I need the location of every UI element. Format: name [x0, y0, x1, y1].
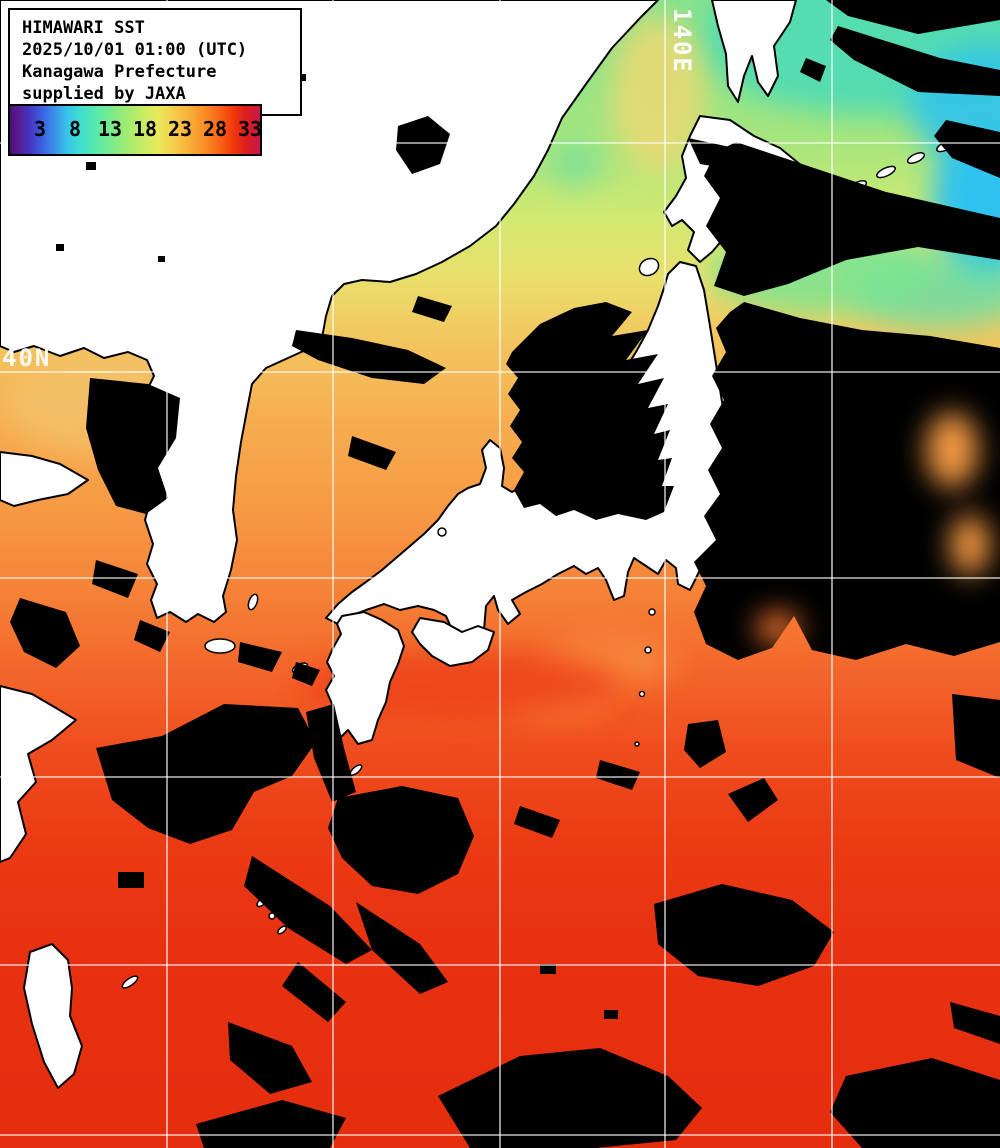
cloud-speck [604, 1010, 618, 1019]
cloud-speck [86, 162, 96, 170]
island-amami-3 [277, 925, 287, 935]
cloud-gap-warm-water [756, 412, 990, 644]
island-kuril-3 [906, 151, 926, 165]
cloud-patch [244, 856, 372, 964]
cloud-speck [298, 74, 306, 81]
cloud-patch [654, 884, 834, 986]
island-izu-2 [644, 646, 652, 654]
colorbar-tick: 23 [167, 117, 193, 142]
colorbar-tick: 8 [68, 117, 82, 142]
land-taiwan [23, 943, 83, 1089]
grid-label-140e: 140E [668, 8, 696, 74]
cloud-patch [514, 806, 560, 838]
colorbar-tick: 18 [132, 117, 158, 142]
colorbar-tick: 3 [33, 117, 47, 142]
island-izu-3 [638, 690, 646, 698]
land-shikoku [411, 617, 495, 667]
island-izu-4 [634, 741, 640, 747]
cloud-patch [10, 598, 80, 668]
island-amami-2 [268, 912, 276, 920]
cloud-patch [292, 330, 446, 384]
island-kuril-2 [876, 165, 896, 179]
cloud-patch [950, 1002, 1000, 1044]
cloud-patch [934, 120, 1000, 178]
cloud-patch [92, 560, 138, 598]
land-china-coast [0, 685, 77, 863]
cloud-patch [800, 58, 826, 82]
observation-datetime: 2025/10/01 01:00 (UTC) [22, 40, 248, 60]
grid-label-40n: 40N [2, 344, 51, 372]
land-sakhalin [711, 0, 797, 103]
cloud-patch [952, 694, 1000, 778]
land-shandong [0, 451, 89, 507]
island-oki [437, 527, 447, 537]
cloud-speck [540, 964, 556, 974]
cloud-patch [238, 642, 282, 672]
cloud-patch [728, 778, 778, 822]
cloud-patch [412, 296, 452, 322]
colorbar-tick: 28 [202, 117, 228, 142]
cloud-patch [292, 662, 320, 686]
cloud-patch [228, 1022, 312, 1094]
cloud-speck [118, 872, 144, 888]
data-supplier: supplied by JAXA [22, 84, 186, 104]
land-kyushu [325, 611, 405, 745]
cloud-patch [596, 760, 640, 790]
provider-prefecture: Kanagawa Prefecture [22, 62, 217, 82]
cloud-patch [506, 302, 674, 520]
island-izu-1 [648, 608, 656, 616]
sst-colorbar: 3 8 13 18 23 28 33 [8, 104, 262, 156]
cloud-speck [158, 256, 165, 262]
cloud-patch [86, 378, 180, 514]
colorbar-tick: 33 [237, 117, 263, 142]
cloud-patch [328, 786, 474, 894]
cloud-patch [96, 704, 316, 844]
island-sado [638, 257, 660, 277]
cloud-patch [684, 720, 726, 768]
cloud-patch [134, 620, 170, 652]
island-okinawa [121, 975, 139, 989]
cloud-patch [704, 142, 1000, 296]
colorbar-tick: 13 [97, 117, 123, 142]
cloud-patch [282, 962, 346, 1022]
cloud-patch [688, 138, 748, 172]
island-jeju [204, 638, 236, 654]
cloud-patch [356, 902, 448, 994]
cloud-patch [694, 302, 1000, 660]
cloud-patch [826, 0, 1000, 34]
title-box: HIMAWARI SST 2025/10/01 01:00 (UTC) Kana… [8, 8, 302, 116]
cloud-patch [830, 1058, 1000, 1148]
product-name: HIMAWARI SST [22, 18, 145, 38]
cloud-no-data-layer [10, 0, 1000, 1148]
cloud-patch [196, 1100, 346, 1148]
cloud-patch [438, 1048, 702, 1148]
cloud-patch [348, 436, 396, 470]
cloud-speck [56, 244, 64, 251]
cloud-patch [396, 116, 450, 174]
cloud-patch [830, 26, 1000, 96]
island-tsushima [247, 593, 259, 611]
